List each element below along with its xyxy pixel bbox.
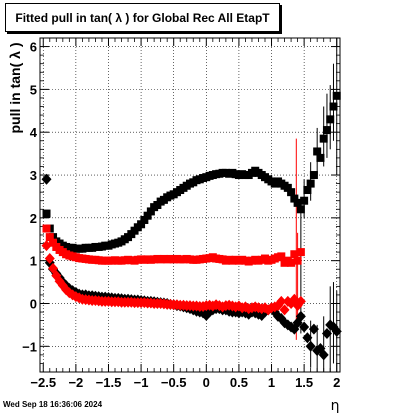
data-point-diamond (41, 173, 52, 185)
x-tick-label: −2.5 (30, 375, 56, 390)
data-point-square (290, 194, 299, 203)
data-point-diamond (44, 253, 55, 265)
data-point-square (137, 220, 146, 229)
data-point-diamond (321, 327, 332, 339)
data-point-square (296, 205, 305, 214)
y-tick-label: 1 (30, 254, 37, 269)
axes: −2.5 −2 −1.5 −1 −0.5 0 0.5 1 1.5 2 −1 0 1 2 3 4 5 6 (22, 38, 340, 390)
data-point-diamond (331, 325, 342, 337)
data-point-square (287, 188, 296, 197)
x-tick-label: 0.5 (230, 375, 248, 390)
x-tick-label: −1 (134, 375, 149, 390)
y-tick-label: 3 (30, 168, 37, 183)
data-point-square (332, 91, 341, 100)
footer-timestamp: Wed Sep 18 16:36:06 2024 (3, 400, 103, 409)
data-point-square (319, 134, 328, 143)
data-point-square (293, 256, 302, 265)
data-point-square (287, 258, 296, 267)
data-point-square (42, 224, 51, 233)
data-point-square (143, 211, 152, 220)
x-tick-label: 2 (333, 375, 340, 390)
x-tick-label: 0 (203, 375, 210, 390)
y-tick-label: 0 (30, 296, 37, 311)
data-point-square (300, 196, 309, 205)
data-point-diamond (308, 323, 319, 335)
x-tick-label: −1.5 (96, 375, 122, 390)
x-axis-label: η (331, 398, 340, 414)
data-point-square (316, 153, 325, 162)
data-point-diamond (302, 332, 313, 344)
data-point-diamond (279, 304, 290, 316)
data-point-square (42, 209, 51, 218)
data-point-square (140, 215, 149, 224)
data-point-diamond (299, 321, 310, 333)
data-markers (41, 91, 342, 361)
y-tick-label: 6 (30, 40, 37, 55)
y-axis-label: pull in tan( λ ) (7, 43, 23, 134)
data-point-square (313, 147, 322, 156)
chart-title-box: Fitted pull in tan( λ ) for Global Rec A… (5, 3, 280, 32)
x-tick-label: −2 (68, 375, 83, 390)
data-point-square (322, 126, 331, 135)
data-point-square (277, 252, 286, 261)
data-point-diamond (295, 295, 306, 307)
data-point-square (290, 250, 299, 259)
data-point-square (306, 179, 315, 188)
data-point-diamond (318, 349, 329, 361)
data-point-diamond (295, 310, 306, 322)
data-point-square (146, 207, 155, 216)
plot-frame (39, 37, 341, 373)
y-tick-label: 4 (30, 125, 38, 140)
data-point-diamond (305, 340, 316, 352)
data-point-diamond (276, 295, 287, 307)
y-tick-label: 2 (30, 211, 37, 226)
data-point-square (293, 198, 302, 207)
data-point-square (309, 171, 318, 180)
x-tick-label: −0.5 (161, 375, 187, 390)
x-tick-label: 1.5 (295, 375, 313, 390)
data-point-diamond (41, 240, 52, 252)
chart-title: Fitted pull in tan( λ ) for Global Rec A… (15, 10, 270, 25)
data-point-square (329, 102, 338, 111)
y-tick-label: −1 (22, 339, 37, 354)
data-point-square (326, 115, 335, 124)
x-tick-label: 1 (268, 375, 275, 390)
data-point-square (283, 183, 292, 192)
data-point-square (303, 186, 312, 195)
data-point-square (45, 233, 54, 242)
data-point-square (296, 248, 305, 257)
y-tick-label: 5 (30, 82, 37, 97)
data-point-square (49, 238, 58, 247)
